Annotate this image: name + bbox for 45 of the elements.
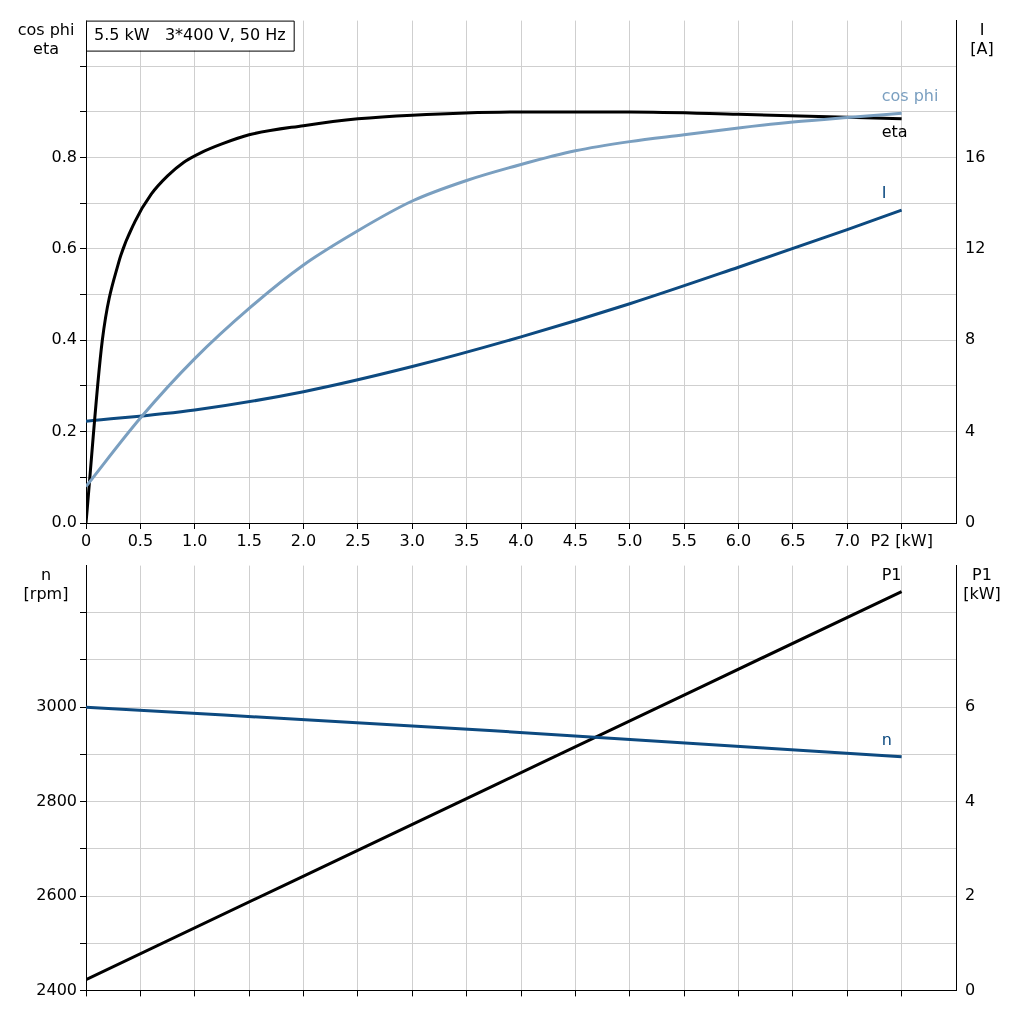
x-tick-label: 3.5 [453,530,480,550]
x-tick-label: 5.5 [671,530,697,550]
y2-axis-title: I [A] [970,19,994,58]
y2-tick-label: 6 [965,696,976,716]
y2-tick-label: 4 [965,420,976,440]
x-tick-label: 0 [80,530,92,550]
y-axis-title: cos phi eta [17,19,75,58]
series-label: cos phi [881,86,939,106]
x-tick-label: 7.0 [834,530,860,550]
series-label: P1 [881,564,902,584]
chart-title: 5.5 kW 3*400 V, 50 Hz [94,24,286,44]
y2-tick-label: 12 [965,238,986,258]
line-series [86,208,904,423]
y-tick-label: 0.0 [51,512,77,532]
x-tick-label: P2 [kW] [870,530,933,550]
y2-tick-label: 2 [965,885,976,905]
y-axis-title: n [rpm] [23,564,69,603]
y2-tick-label: 4 [965,790,976,810]
series-label: n [881,729,892,749]
series-label: eta [881,121,908,141]
y-tick-label: 3000 [36,696,77,716]
x-tick-label: 0.5 [127,530,154,550]
y-tick-label: 0.2 [51,420,77,440]
y-tick-label: 2600 [36,885,77,905]
y2-tick-label: 0 [965,979,976,999]
y-tick-label: 0.6 [51,238,77,258]
y-tick-label: 2800 [36,790,77,810]
x-tick-label: 6.0 [725,530,752,550]
y2-tick-label: 0 [965,512,976,532]
x-tick-label: 4.0 [508,530,534,550]
x-tick-label: 5.0 [617,530,643,550]
x-tick-label: 4.5 [562,530,589,550]
series-label: I [881,183,887,203]
y2-tick-label: 16 [965,146,986,166]
x-tick-label: 6.5 [780,530,806,550]
x-tick-label: 1.5 [236,530,262,550]
x-tick-label: 1.0 [182,530,208,550]
y-tick-label: 0.4 [51,329,77,349]
x-tick-label: 2.0 [290,530,317,550]
y-tick-label: 0.8 [51,146,77,166]
y2-tick-label: 8 [965,329,976,349]
x-tick-label: 3.0 [399,530,425,550]
y2-axis-title: P1 [kW] [963,564,1001,603]
x-tick-label: 2.5 [345,530,371,550]
y-tick-label: 2400 [36,979,77,999]
